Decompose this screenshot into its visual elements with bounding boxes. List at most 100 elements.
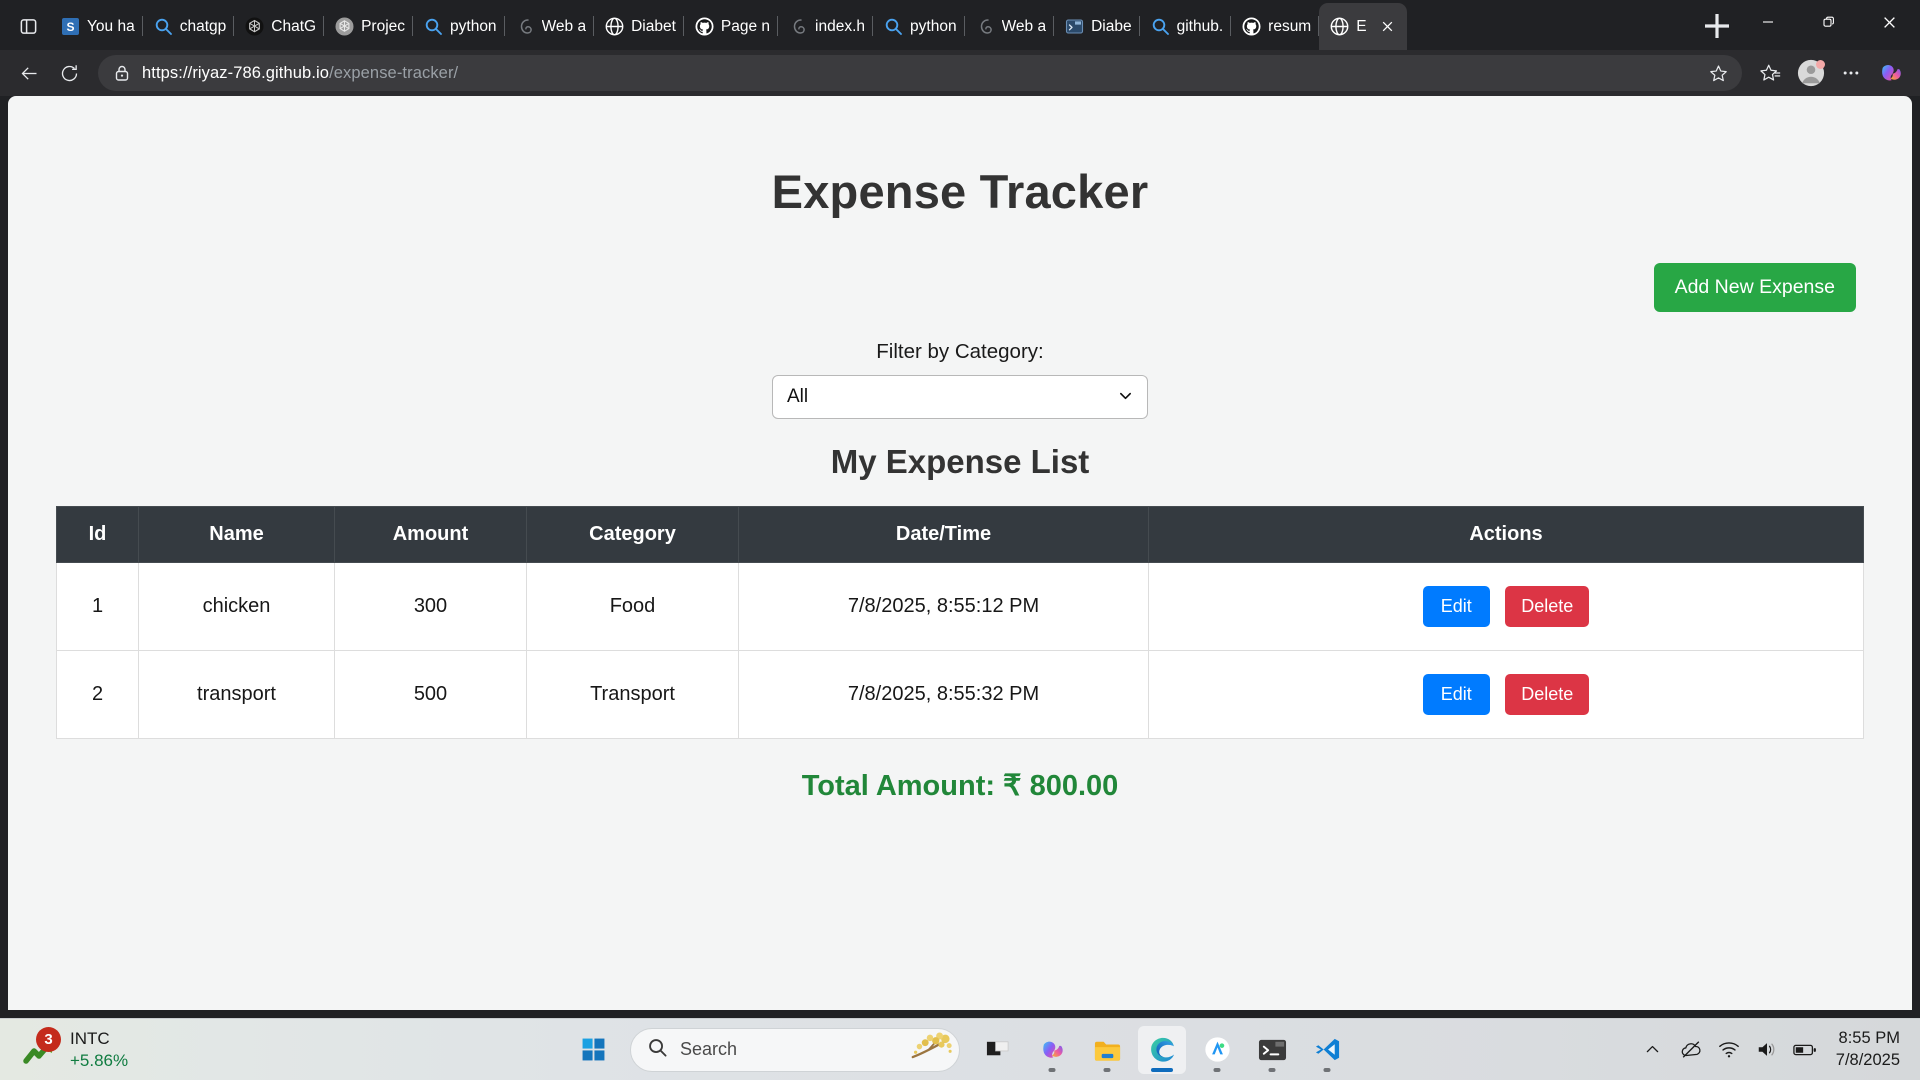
- ellipsis-icon: [1843, 71, 1859, 75]
- maximize-button[interactable]: [1798, 0, 1859, 44]
- edit-button[interactable]: Edit: [1422, 586, 1490, 627]
- add-expense-row: Add New Expense: [56, 263, 1864, 312]
- sidebar-toggle-button[interactable]: [6, 6, 50, 46]
- expense-table-body: 1 chicken 300 Food 7/8/2025, 8:55:12 PM …: [56, 562, 1864, 739]
- category-filter-select[interactable]: All: [772, 375, 1148, 419]
- wifi-button[interactable]: [1712, 1030, 1746, 1070]
- running-indicator: [1268, 1067, 1276, 1072]
- browser-tab-label: You ha: [87, 17, 135, 35]
- taskbar-apps: Search: [430, 1025, 1490, 1074]
- cell-datetime: 7/8/2025, 8:55:32 PM: [738, 650, 1149, 739]
- taskbar-search[interactable]: Search: [630, 1027, 960, 1072]
- stock-chart-icon: 3: [22, 1026, 61, 1067]
- navigation-bar: https://riyaz-786.github.io/expense-trac…: [0, 50, 1920, 96]
- browser-window: S You ha chatgp ChatG Projec python Web a Diabe…: [0, 0, 1920, 1010]
- cell-amount: 500: [334, 650, 527, 739]
- delete-button[interactable]: Delete: [1505, 674, 1590, 715]
- windows-taskbar: 3 INTC +5.86% Search: [0, 1018, 1920, 1080]
- globe-icon: [605, 17, 624, 36]
- browser-tab[interactable]: Web a: [965, 6, 1055, 47]
- url-domain: https://riyaz-786.github.io: [142, 63, 330, 82]
- column-header-amount: Amount: [334, 506, 527, 563]
- running-indicator: [1323, 1067, 1331, 1072]
- browser-tab[interactable]: index.h: [778, 6, 874, 47]
- terminal-button[interactable]: [1248, 1026, 1296, 1074]
- mimosa-branch-icon: [907, 1031, 953, 1069]
- stock-widget-text: INTC +5.86%: [70, 1028, 128, 1071]
- browser-tab[interactable]: Web a: [505, 6, 595, 47]
- start-button[interactable]: [569, 1026, 617, 1074]
- browser-tab[interactable]: Diabet: [594, 6, 684, 47]
- task-view-button[interactable]: [973, 1026, 1021, 1074]
- file-explorer-button[interactable]: [1083, 1026, 1131, 1074]
- tab-list: S You ha chatgp ChatG Projec python Web a Diabe…: [50, 0, 1691, 50]
- table-header-row: Id Name Amount Category Date/Time Action…: [56, 506, 1864, 563]
- browser-tab[interactable]: python: [413, 6, 505, 47]
- close-tab-button[interactable]: [1377, 16, 1399, 38]
- windows-logo-icon: [582, 1038, 604, 1061]
- back-button[interactable]: [10, 56, 48, 90]
- cell-amount: 300: [334, 562, 527, 651]
- collections-icon: [1760, 64, 1781, 81]
- browser-tab[interactable]: Projec: [324, 6, 413, 47]
- cell-actions: Edit Delete: [1148, 562, 1864, 651]
- browser-tab-label: python: [450, 17, 497, 35]
- battery-button[interactable]: [1788, 1030, 1822, 1070]
- copilot-icon: [1882, 64, 1901, 81]
- browser-tab[interactable]: ChatG: [234, 6, 324, 47]
- edge-icon: [1150, 1037, 1174, 1062]
- address-bar[interactable]: https://riyaz-786.github.io/expense-trac…: [98, 55, 1742, 91]
- onedrive-button[interactable]: [1674, 1030, 1708, 1070]
- android-studio-button[interactable]: [1193, 1026, 1241, 1074]
- copilot-button[interactable]: [1872, 56, 1910, 90]
- browser-tab[interactable]: resum: [1231, 6, 1320, 47]
- new-tab-button[interactable]: [1697, 6, 1737, 46]
- browser-tab[interactable]: github.: [1140, 6, 1232, 47]
- address-bar-url: https://riyaz-786.github.io/expense-trac…: [142, 64, 1702, 83]
- search-placeholder: Search: [680, 1039, 738, 1059]
- column-header-id: Id: [56, 506, 139, 563]
- volume-button[interactable]: [1750, 1030, 1784, 1070]
- cell-actions: Edit Delete: [1148, 650, 1864, 739]
- add-new-expense-button[interactable]: Add New Expense: [1653, 263, 1856, 312]
- vscode-icon: [1315, 1038, 1339, 1061]
- system-tray: 8:55 PM 7/8/2025: [1490, 1028, 1920, 1071]
- browser-tab[interactable]: Diabe: [1054, 6, 1140, 47]
- copilot-taskbar-button[interactable]: [1028, 1026, 1076, 1074]
- reload-button[interactable]: [50, 56, 88, 90]
- browser-tab-label: chatgp: [179, 17, 227, 35]
- back-arrow-icon: [21, 66, 36, 80]
- terminal-icon: [1258, 1039, 1286, 1060]
- s-square-icon: S: [61, 17, 80, 36]
- browser-tab[interactable]: python: [873, 6, 965, 47]
- browser-tab[interactable]: chatgp: [143, 6, 235, 47]
- edit-button[interactable]: Edit: [1422, 674, 1490, 715]
- minimize-button[interactable]: [1737, 0, 1798, 44]
- vscode-button[interactable]: [1303, 1026, 1351, 1074]
- collections-button[interactable]: [1752, 56, 1790, 90]
- stock-ticker: INTC: [70, 1029, 110, 1049]
- show-hidden-icons-button[interactable]: [1636, 1030, 1670, 1070]
- task-view-icon: [986, 1041, 1008, 1056]
- edge-button[interactable]: [1138, 1025, 1186, 1074]
- github-icon: [1242, 17, 1261, 36]
- delete-button[interactable]: Delete: [1505, 586, 1590, 627]
- browser-tab-label: Web a: [1001, 17, 1047, 35]
- filter-by-category-label: Filter by Category:: [876, 340, 1044, 363]
- browser-tab[interactable]: E: [1319, 3, 1407, 50]
- cell-name: chicken: [138, 562, 335, 651]
- notification-badge: 3: [36, 1026, 61, 1052]
- clock[interactable]: 8:55 PM 7/8/2025: [1836, 1028, 1906, 1071]
- browser-tab[interactable]: Page n: [684, 6, 779, 47]
- profile-button[interactable]: [1792, 56, 1830, 90]
- browser-tab[interactable]: S You ha: [50, 6, 143, 47]
- browser-tab-label: github.: [1176, 17, 1224, 35]
- search-icon: [884, 17, 903, 36]
- profile-notification-dot: [1816, 60, 1825, 69]
- svg-text:S: S: [66, 20, 74, 34]
- stock-widget[interactable]: 3 INTC +5.86%: [0, 1026, 430, 1071]
- add-favorite-button[interactable]: [1702, 58, 1734, 88]
- battery-icon: [1793, 1044, 1816, 1055]
- settings-and-more-button[interactable]: [1832, 56, 1870, 90]
- close-window-button[interactable]: [1859, 0, 1920, 44]
